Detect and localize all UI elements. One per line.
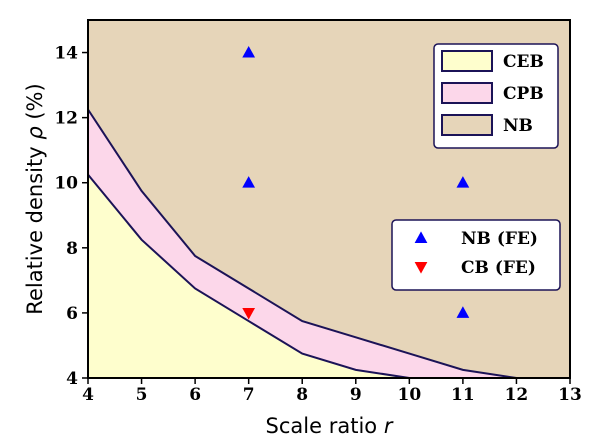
y-tick-label: 14 [54,44,78,64]
data-point-nb-fe [242,176,256,188]
boundary-line-cpb [87,108,517,379]
legend-label-nb-fe: NB (FE) [461,229,538,249]
legend-marker-nb-fe [414,231,428,243]
x-tick-label: 7 [243,385,255,405]
plot-frame [87,19,571,379]
y-tick-label: 6 [66,304,78,324]
boundary-line-ceb [87,173,410,379]
legend-points: NB (FE) CB (FE) [391,219,561,291]
x-tick-label: 4 [82,385,94,405]
y-tick-label: 12 [54,109,78,129]
legend-marker-cb-fe [414,262,428,274]
x-tick-label: 8 [296,385,308,405]
y-axis-title: Relative density ρ (%) [23,83,47,314]
y-tick-label: 10 [54,174,78,194]
x-axis-title: Scale ratio r [266,414,394,438]
y-tick-label: 8 [66,239,78,259]
legend-regions: CEB CPB NB [433,43,559,149]
data-point-cb-fe [242,307,256,320]
legend-points-box [391,219,561,291]
data-point-nb-fe [456,306,470,318]
x-tick-label: 10 [397,385,421,405]
region-ceb [88,174,410,378]
data-point-nb-fe [456,176,470,188]
data-point-nb-fe [242,45,256,58]
legend-swatch-ceb [441,50,493,72]
x-tick-label: 12 [505,385,529,405]
legend-label-cpb: CPB [503,84,544,104]
x-tick-label: 9 [350,385,362,405]
legend-swatch-nb [441,114,493,136]
x-tick-label: 11 [451,385,475,405]
x-tick-label: 5 [136,385,148,405]
y-tick-label: 4 [66,369,78,389]
legend-label-nb: NB [503,116,533,136]
x-tick-label: 6 [189,385,201,405]
x-tick-label: 13 [558,385,582,405]
legend-label-ceb: CEB [503,52,544,72]
legend-label-cb-fe: CB (FE) [461,258,536,278]
legend-swatch-cpb [441,82,493,104]
